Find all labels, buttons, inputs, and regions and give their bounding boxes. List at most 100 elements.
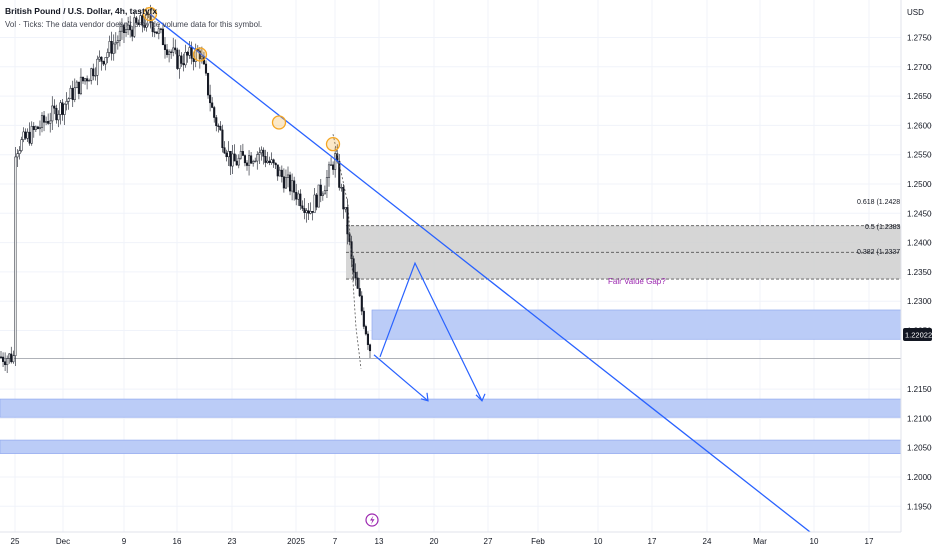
candle-body [57, 114, 60, 121]
candle-body [321, 193, 324, 196]
trendline[interactable] [149, 13, 852, 550]
candle-body [311, 211, 314, 213]
time-tick: 20 [430, 537, 439, 546]
candle-body [94, 75, 97, 77]
candles-layer [0, 4, 372, 374]
price-tick: 1.23000 [907, 297, 932, 306]
candle-body [120, 24, 124, 32]
candle-body [266, 160, 269, 163]
candle-body [198, 50, 201, 60]
price-axis[interactable] [901, 0, 932, 532]
candle-body [256, 154, 259, 162]
time-tick: Dec [56, 537, 70, 546]
price-tick: 1.25500 [907, 151, 932, 160]
candle-body [293, 180, 296, 193]
swing-dashed-line [332, 134, 362, 369]
candle-body [92, 68, 95, 77]
candle-body [6, 358, 9, 366]
candle-body [239, 151, 242, 159]
candle-body [223, 147, 226, 154]
time-tick: 10 [594, 537, 603, 546]
candle-body [360, 295, 363, 312]
candle-body [272, 159, 275, 164]
swing-high-marker[interactable] [142, 6, 158, 22]
candle-body [270, 159, 273, 163]
candle-body [71, 87, 74, 100]
candle-body [188, 47, 191, 56]
price-tick: 1.21000 [907, 414, 932, 423]
candle-body [309, 211, 312, 214]
candle-body [100, 56, 103, 62]
candle-body [77, 81, 80, 94]
candle-body [2, 356, 5, 362]
candle-body [243, 155, 246, 164]
candle-body [248, 155, 251, 166]
candle-body [139, 15, 142, 25]
lightning-icon[interactable] [365, 513, 379, 527]
candle-body [32, 126, 35, 130]
candle-body [102, 61, 105, 65]
candle-body [192, 58, 195, 62]
candle-body [284, 177, 287, 189]
candle-body [315, 194, 318, 208]
swing-high-marker[interactable] [271, 115, 287, 130]
candle-body [147, 13, 150, 15]
candle-body [330, 164, 333, 166]
candle-body [368, 344, 372, 352]
candle-body [286, 174, 290, 178]
candle-body [227, 150, 230, 158]
symbol-title: British Pound / U.S. Dollar, 4h, tastyfx [5, 6, 157, 16]
candle-body [106, 52, 109, 58]
candle-body [186, 52, 189, 56]
candle-body [98, 56, 101, 60]
candle-body [34, 126, 37, 130]
candle-body [30, 126, 33, 144]
candle-body [278, 169, 281, 177]
candle-body [303, 208, 306, 213]
time-tick: 7 [333, 537, 338, 546]
candle-body [155, 31, 158, 34]
price-tick: 1.26000 [907, 121, 932, 130]
candle-body [8, 353, 11, 359]
candle-body [262, 149, 265, 157]
projection-alt-arrowhead [420, 392, 429, 402]
candle-body [28, 131, 31, 144]
candle-body [122, 24, 126, 34]
candle-body [245, 162, 249, 166]
candle-body [88, 80, 91, 82]
candle-body [176, 49, 179, 69]
price-tick: 1.20500 [907, 444, 932, 453]
fib-label-05: 0.5 (1.23834) [865, 224, 907, 231]
candle-body [235, 160, 238, 166]
currency-label: USD [907, 8, 924, 17]
candle-body [90, 68, 93, 81]
fair-value-gap-zone [371, 309, 902, 340]
candle-body [344, 207, 347, 210]
drawings-layer [142, 6, 852, 550]
projection-alt-path[interactable] [373, 354, 429, 402]
candle-body [319, 184, 322, 196]
time-axis-ticks: 25 Dec 9 16 23 2025 7 13 20 27 Feb 10 17 24 Mar 10 17 [11, 537, 874, 546]
candle-body [131, 29, 134, 37]
candle-body [18, 150, 21, 155]
candle-body [172, 47, 175, 53]
candle-body [16, 153, 19, 158]
candle-body [96, 58, 99, 76]
swing-high-marker[interactable] [192, 47, 208, 62]
candle-body [213, 107, 216, 118]
candle-body [40, 115, 44, 128]
time-tick: 17 [865, 537, 874, 546]
candle-body [280, 169, 283, 177]
candle-body [200, 56, 203, 60]
time-axis[interactable] [0, 532, 932, 550]
candle-body [217, 125, 220, 127]
candle-body [0, 356, 3, 358]
candle-body [282, 176, 285, 189]
swing-high-marker[interactable] [325, 137, 341, 152]
candle-body [163, 44, 167, 50]
candle-body [47, 121, 50, 124]
projection-path[interactable] [379, 261, 483, 402]
candle-body [204, 63, 208, 74]
candle-body [252, 161, 255, 164]
